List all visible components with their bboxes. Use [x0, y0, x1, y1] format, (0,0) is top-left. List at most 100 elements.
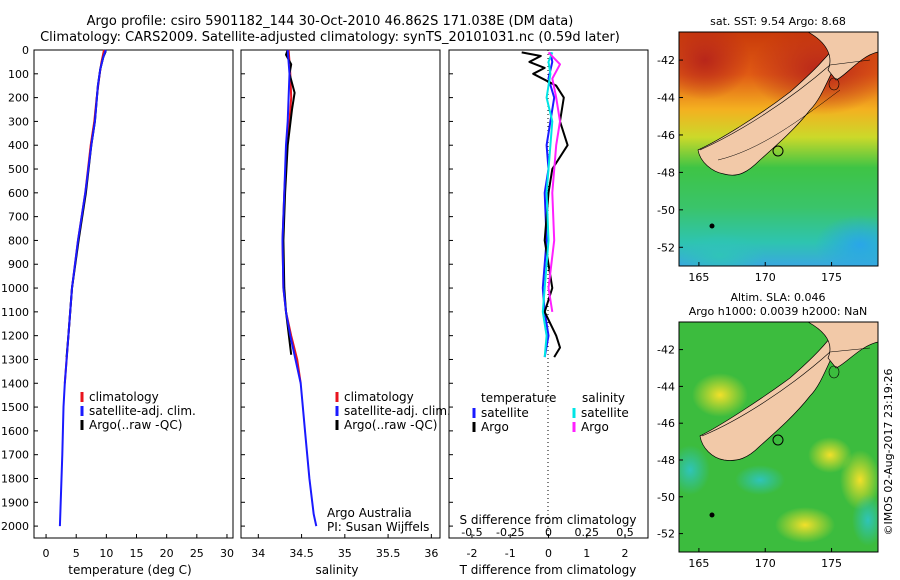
salinity-axes-box [240, 49, 441, 539]
difference-series [521, 51, 569, 358]
s-tick-label: 0 [545, 526, 552, 539]
x-tick-label: -1 [505, 547, 516, 560]
legend-label: satellite [481, 406, 529, 420]
depth-tick-label: 300 [8, 115, 29, 128]
s-tick-label: -0.5 [461, 526, 482, 539]
salinity-x-axis: 34 34.5 35 35.5 36 [241, 49, 438, 560]
depth-tick-label: 2000 [1, 520, 29, 533]
x-tick-label: 25 [190, 547, 204, 560]
map-x-tick-label: 165 [688, 271, 709, 284]
depth-tick-label: 600 [8, 187, 29, 200]
series-line-satellite [58, 49, 107, 527]
depth-tick-label: 100 [8, 68, 29, 81]
difference-legend: temperature salinitysatelliteArgosatellit… [472, 391, 629, 434]
s-difference-label: S difference from climatology [460, 513, 637, 527]
chatham-contour [828, 365, 840, 379]
sst-map: sat. SST: 9.54 Argo: 8.68 165 170 175 -42 -4… [657, 15, 879, 284]
series-line-climatology [63, 49, 105, 384]
island-marker [709, 512, 715, 518]
depth-tick-label: 400 [8, 139, 29, 152]
imos-credit: ©IMOS 02-Aug-2017 23:19:26 [882, 369, 895, 536]
x-tick-label: 2 [622, 547, 629, 560]
sst-map-frame [678, 31, 879, 267]
legend-label: satellite-adj. clim. [89, 404, 196, 418]
south-island-land [697, 44, 843, 176]
map-x-tick-label: 170 [755, 557, 776, 570]
north-island-land [807, 322, 878, 369]
sst-cool-region [679, 233, 765, 266]
depth-tick-label: 1800 [1, 472, 29, 485]
legend-label: satellite [581, 406, 629, 420]
map-y-tick-label: -42 [657, 344, 675, 357]
sla-map-title-2: Argo h1000: 0.0039 h2000: NaN [689, 305, 868, 318]
depth-tick-label: 1300 [1, 353, 29, 366]
x-tick-label: 36 [424, 547, 438, 560]
difference-panel: -2 -1 0 1 2 -0.5 -0.25 0 0.25 0.5 temperature sali… [448, 49, 649, 577]
x-tick-label: 0 [545, 547, 552, 560]
series-line-argo [521, 51, 569, 358]
map-y-tick-label: -48 [657, 454, 675, 467]
series-line-satellite [281, 49, 318, 527]
depth-tick-label: 500 [8, 163, 29, 176]
s-tick-label: 0.5 [616, 526, 634, 539]
sla-map-frame [678, 321, 879, 553]
sst-map-title: sat. SST: 9.54 Argo: 8.68 [710, 15, 846, 28]
argo-position-marker [772, 434, 784, 446]
series-line-sal_argo [547, 51, 561, 313]
sla-high-region [775, 507, 835, 543]
temperature-x-label: temperature (deg C) [68, 563, 191, 577]
map-y-tick-label: -46 [657, 417, 675, 430]
depth-tick-label: 1700 [1, 449, 29, 462]
bathymetry-contour [701, 347, 871, 437]
map-y-tick-label: -44 [657, 92, 675, 105]
salinity-series [281, 49, 318, 527]
sst-map-axes: 165 170 175 -42 -44 -46 -48 -50 -52 [657, 54, 842, 284]
x-tick-label: 35.5 [376, 547, 401, 560]
salinity-x-label: salinity [315, 563, 358, 577]
map-x-tick-label: 175 [821, 271, 842, 284]
map-y-tick-label: -44 [657, 380, 675, 393]
legend-label: climatology [89, 390, 159, 404]
x-tick-label: 30 [220, 547, 234, 560]
sla-high-region [808, 437, 852, 473]
legend-label: climatology [344, 390, 414, 404]
s-tick-label: -0.25 [496, 526, 524, 539]
temperature-panel: 0100200300400500600700800900100011001200… [1, 44, 234, 577]
pi-label: PI: Susan Wijffels [327, 520, 429, 534]
map-y-tick-label: -50 [657, 204, 675, 217]
x-tick-label: 34 [251, 547, 265, 560]
x-tick-label: 5 [73, 547, 80, 560]
sla-high-region [692, 373, 748, 417]
map-x-tick-label: 165 [688, 557, 709, 570]
argo-position-marker [772, 145, 784, 157]
sla-map: Altim. SLA: 0.046 Argo h1000: 0.0039 h20… [657, 291, 879, 570]
figure-title-line2: Climatology: CARS2009. Satellite-adjuste… [40, 30, 620, 45]
series-line-argo [65, 50, 107, 358]
x-tick-label: 10 [99, 547, 113, 560]
sla-map-axes: 165 170 175 -42 -44 -46 -48 -50 -52 [657, 344, 842, 570]
depth-tick-label: 1500 [1, 401, 29, 414]
depth-tick-label: 1600 [1, 425, 29, 438]
x-tick-label: 1 [583, 547, 590, 560]
t-difference-label: T difference from climatology [459, 563, 637, 577]
series-line-sal_satellite [541, 52, 554, 358]
sla-map-title-1: Altim. SLA: 0.046 [730, 291, 825, 304]
temperature-series [58, 49, 107, 527]
legend-label: Argo [581, 420, 609, 434]
difference-x-axis: -2 -1 0 1 2 -0.5 -0.25 0 0.25 0.5 [449, 49, 634, 560]
depth-tick-label: 1400 [1, 377, 29, 390]
legend-title: temperature [481, 391, 556, 405]
depth-tick-label: 1900 [1, 496, 29, 509]
depth-tick-label: 700 [8, 211, 29, 224]
map-y-tick-label: -48 [657, 166, 675, 179]
legend-label: satellite-adj. clim. [344, 404, 451, 418]
x-tick-label: 0 [43, 547, 50, 560]
sla-low-region [852, 494, 878, 546]
legend-label: Argo(..raw -QC) [344, 418, 437, 432]
sst-cool-region [815, 215, 878, 266]
north-island-land [807, 32, 878, 81]
temperature-axes-box [33, 49, 234, 539]
x-tick-label: 35 [338, 547, 352, 560]
x-tick-label: 20 [160, 547, 174, 560]
